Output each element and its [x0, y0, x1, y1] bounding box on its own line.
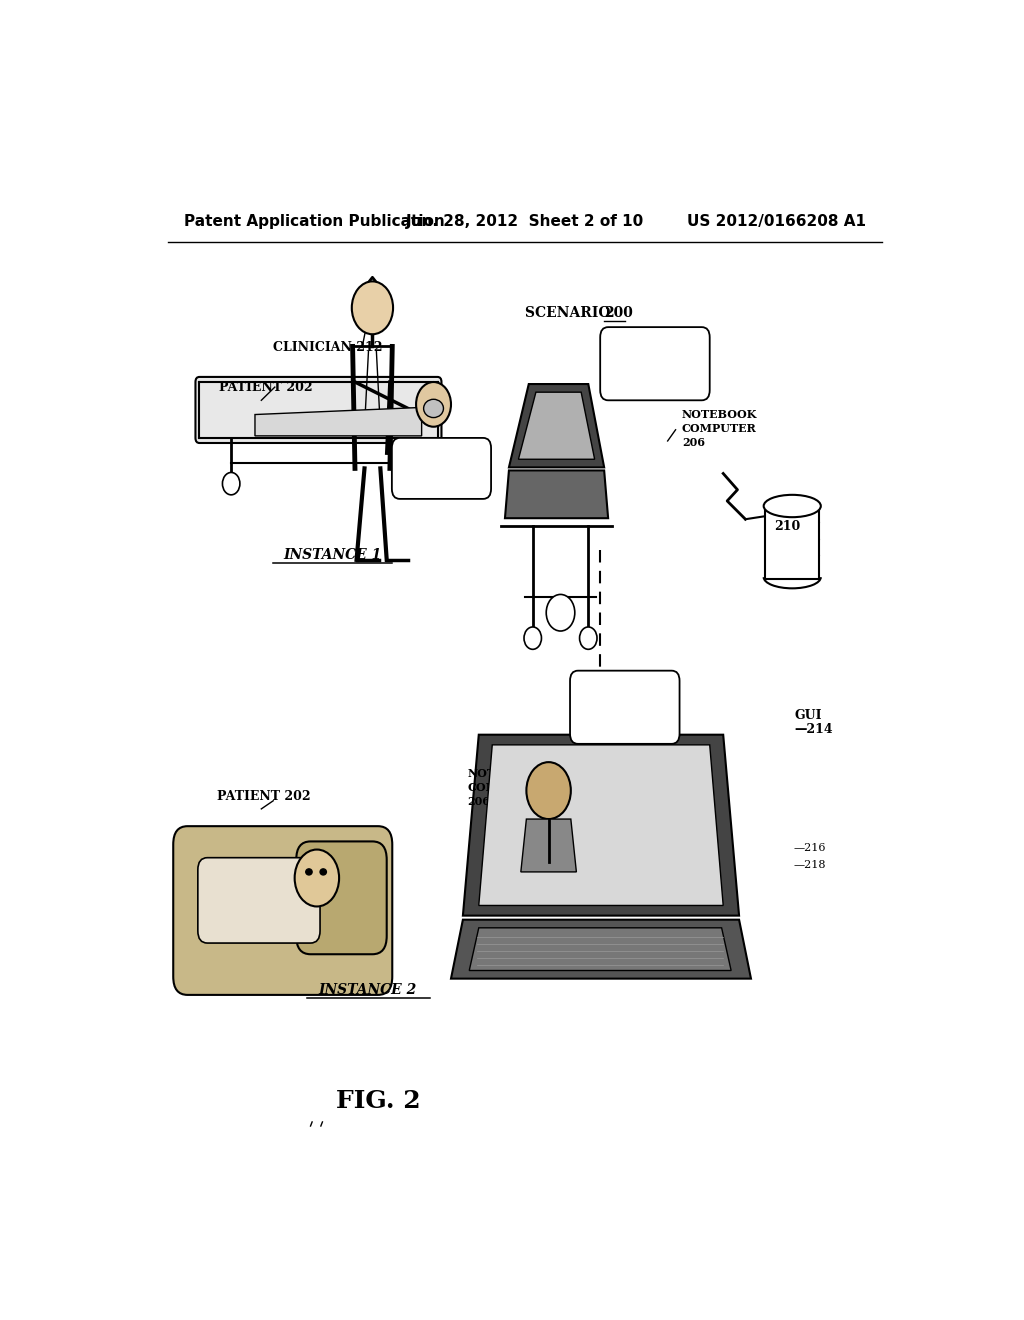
Text: COMPUTER: COMPUTER [468, 781, 543, 793]
Polygon shape [479, 744, 723, 906]
Text: —214: —214 [795, 723, 834, 737]
Polygon shape [255, 408, 422, 436]
Text: P P: P P [411, 463, 432, 474]
Text: Click for more detail: Click for more detail [595, 834, 668, 842]
Text: US 2012/0166208 A1: US 2012/0166208 A1 [687, 214, 866, 228]
Text: 208: 208 [640, 367, 663, 378]
Text: INSTANCE 1: INSTANCE 1 [284, 548, 382, 562]
Text: SCENARIO: SCENARIO [524, 306, 615, 319]
Text: EMPI: EMPI [774, 503, 813, 516]
Text: Name: John Smith: Name: John Smith [606, 762, 672, 770]
Text: PATIENT 202: PATIENT 202 [217, 791, 310, 803]
Circle shape [546, 594, 574, 631]
Text: NOTEBOOK: NOTEBOOK [468, 768, 543, 779]
Circle shape [222, 473, 240, 495]
Text: INSTANCE 2: INSTANCE 2 [318, 983, 417, 997]
Circle shape [524, 627, 542, 649]
Circle shape [416, 381, 451, 426]
FancyBboxPatch shape [570, 671, 680, 744]
Ellipse shape [764, 495, 821, 517]
Circle shape [526, 762, 570, 818]
Text: Jun. 28, 2012  Sheet 2 of 10: Jun. 28, 2012 Sheet 2 of 10 [406, 214, 644, 228]
Text: 208: 208 [609, 709, 633, 719]
Polygon shape [509, 384, 604, 467]
FancyBboxPatch shape [173, 826, 392, 995]
Text: —216: —216 [793, 842, 825, 853]
Text: NOTEBOOK: NOTEBOOK [682, 409, 758, 420]
Text: 200: 200 [604, 306, 633, 319]
Text: PAT DISP: PAT DISP [582, 694, 641, 706]
Circle shape [397, 473, 415, 495]
Polygon shape [451, 920, 751, 978]
Text: COMP: COMP [582, 709, 625, 719]
Ellipse shape [321, 869, 327, 875]
Text: should be reviewed: should be reviewed [595, 816, 664, 824]
Ellipse shape [306, 869, 312, 875]
Circle shape [352, 281, 393, 334]
FancyBboxPatch shape [296, 841, 387, 954]
Polygon shape [463, 735, 739, 916]
Text: 204: 204 [429, 463, 451, 474]
Polygon shape [469, 928, 731, 970]
Text: COMPUTER: COMPUTER [682, 424, 757, 434]
Text: PATIENT 202: PATIENT 202 [219, 380, 313, 393]
Text: 206: 206 [468, 796, 490, 808]
Text: 210: 210 [774, 520, 800, 533]
FancyBboxPatch shape [392, 438, 492, 499]
Text: FIG. 2: FIG. 2 [336, 1089, 420, 1113]
Text: Patient Id: ABC123: Patient Id: ABC123 [606, 780, 675, 788]
Text: Patient disposition: Patient disposition [595, 797, 660, 805]
Text: Patent Application Publication: Patent Application Publication [183, 214, 444, 228]
FancyBboxPatch shape [196, 378, 441, 444]
Text: GUI: GUI [795, 709, 822, 722]
FancyBboxPatch shape [765, 510, 819, 579]
FancyBboxPatch shape [198, 858, 321, 942]
Text: —218: —218 [793, 859, 825, 870]
FancyBboxPatch shape [600, 327, 710, 400]
Polygon shape [518, 392, 595, 459]
Ellipse shape [424, 399, 443, 417]
Circle shape [295, 850, 339, 907]
Text: COMP: COMP [612, 367, 655, 378]
Text: PAT DISP: PAT DISP [612, 352, 671, 363]
Polygon shape [521, 818, 577, 873]
Text: CLINICIAN 212: CLINICIAN 212 [273, 341, 383, 354]
Polygon shape [505, 470, 608, 519]
Text: 206: 206 [682, 437, 705, 449]
Circle shape [580, 627, 597, 649]
